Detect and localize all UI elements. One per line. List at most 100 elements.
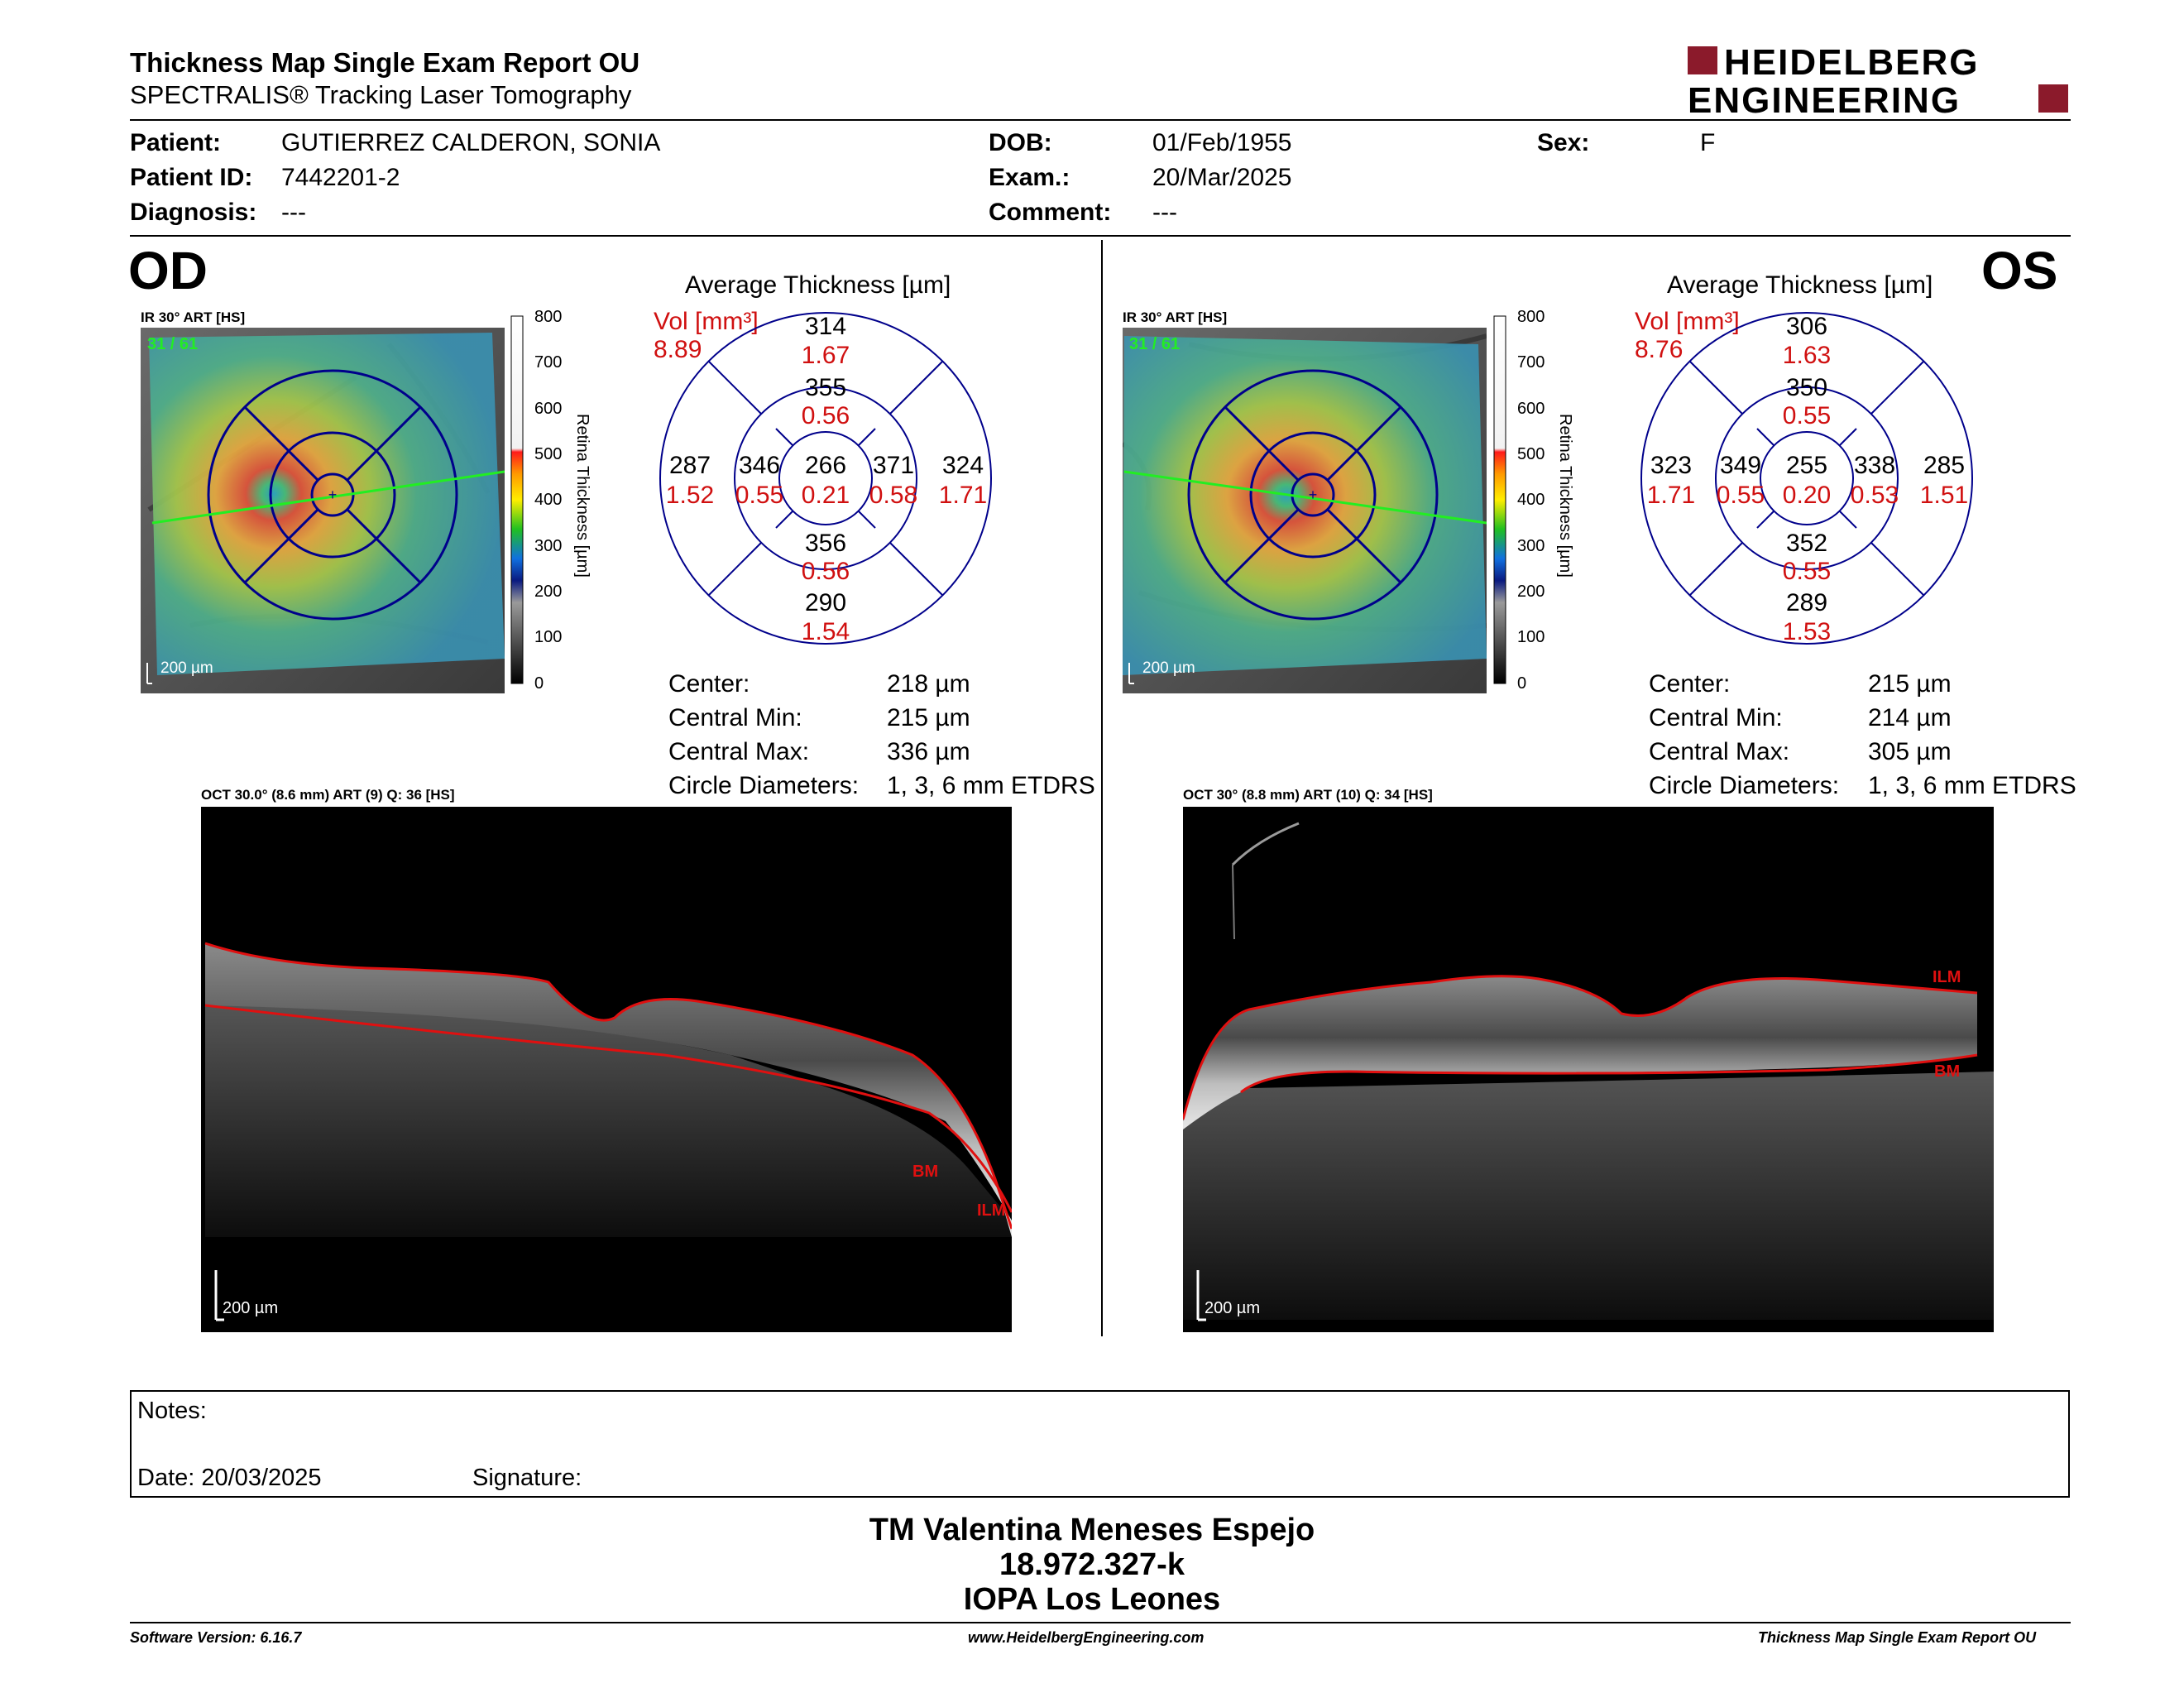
scale-tick: 400 — [1517, 491, 1545, 509]
od-bm-label: BM — [912, 1163, 938, 1181]
footer-divider — [130, 1622, 2071, 1623]
comment-value: --- — [1152, 199, 1177, 226]
signer-id: 18.972.327-k — [999, 1547, 1185, 1582]
eye-label-od: OD — [128, 241, 208, 300]
scale-tick: 400 — [534, 491, 562, 509]
os-outer-sup-volume: 1.63 — [1783, 342, 1831, 369]
os-inner-left-volume: 0.55 — [1717, 482, 1765, 509]
os-circle-diameters-label: Circle Diameters: — [1649, 772, 1840, 799]
sex-value: F — [1700, 129, 1716, 156]
od-central-min-label: Central Min: — [668, 704, 802, 731]
os-bm-label: BM — [1934, 1062, 1960, 1081]
dob-value: 01/Feb/1955 — [1152, 129, 1292, 156]
os-vol-label: Vol [mm³] — [1635, 308, 1740, 335]
os-central-max-label: Central Max: — [1649, 738, 1790, 765]
od-outer-inf-thickness: 290 — [805, 589, 846, 616]
logo-line1: HEIDELBERG — [1724, 43, 1979, 83]
os-inner-sup-volume: 0.55 — [1783, 402, 1831, 429]
os-color-scale: 800 700 600 500 400 300 200 100 0 Retina… — [1493, 308, 1574, 693]
os-ilm-label: ILM — [1933, 968, 1961, 986]
diagnosis-label: Diagnosis: — [130, 199, 257, 226]
os-outer-right-thickness: 285 — [1923, 452, 1965, 479]
od-ir-count: 31 / 61 — [147, 335, 198, 353]
od-center-value: 218 µm — [887, 670, 970, 698]
os-central-max-value: 305 µm — [1868, 738, 1952, 765]
scale-tick: 600 — [1517, 400, 1545, 418]
od-outer-left-thickness: 287 — [669, 452, 711, 479]
scale-tick: 100 — [534, 628, 562, 646]
os-circle-diameters-value: 1, 3, 6 mm ETDRS — [1868, 772, 2076, 799]
os-ir-count: 31 / 61 — [1129, 335, 1180, 353]
os-etdrs-grid: 306 1.63 350 0.55 255 0.20 349 0.55 338 … — [1640, 312, 1973, 645]
os-center-thickness: 255 — [1786, 452, 1827, 479]
os-inner-sup-thickness: 350 — [1786, 374, 1827, 401]
os-ir-scalebar: 200 µm — [1142, 659, 1195, 677]
patient-label: Patient: — [130, 129, 222, 156]
os-oct-caption: OCT 30° (8.8 mm) ART (10) Q: 34 [HS] — [1183, 787, 1433, 803]
od-inner-right-volume: 0.58 — [869, 482, 917, 509]
notes-signature-label: Signature: — [472, 1465, 582, 1491]
diagnosis-value: --- — [281, 199, 306, 226]
od-outer-inf-volume: 1.54 — [802, 618, 850, 645]
od-circle-diameters-label: Circle Diameters: — [668, 772, 860, 799]
scale-tick: 800 — [534, 308, 562, 326]
scale-tick: 100 — [1517, 628, 1545, 646]
signer-name: TM Valentina Meneses Espejo — [869, 1513, 1315, 1547]
od-central-max-label: Central Max: — [668, 738, 810, 765]
report-title: Thickness Map Single Exam Report OU — [130, 47, 640, 78]
scale-axis-label: Retina Thickness [µm] — [1556, 414, 1574, 578]
scale-tick: 700 — [534, 353, 562, 372]
comment-label: Comment: — [989, 199, 1112, 226]
os-center-volume: 0.20 — [1783, 482, 1831, 509]
patient-divider — [130, 235, 2071, 237]
os-avg-title: Average Thickness [µm] — [1667, 271, 1933, 299]
od-vol-label: Vol [mm³] — [654, 308, 759, 335]
od-inner-sup-volume: 0.56 — [802, 402, 850, 429]
patient-id-label: Patient ID: — [130, 164, 253, 191]
scale-tick: 0 — [534, 674, 544, 693]
sex-label: Sex: — [1537, 129, 1590, 156]
scale-tick: 800 — [1517, 308, 1545, 326]
od-inner-left-thickness: 346 — [739, 452, 780, 479]
os-central-min-value: 214 µm — [1868, 704, 1952, 731]
os-oct-bscan: ILM BM 200 µm — [1183, 807, 1994, 1332]
os-inner-right-thickness: 338 — [1854, 452, 1895, 479]
od-vol-value: 8.89 — [654, 336, 702, 363]
notes-label: Notes: — [137, 1398, 207, 1424]
exam-label: Exam.: — [989, 164, 1070, 191]
os-outer-left-volume: 1.71 — [1647, 482, 1695, 509]
patient-name: GUTIERREZ CALDERON, SONIA — [281, 129, 661, 156]
od-ir-scalebar: 200 µm — [160, 659, 213, 677]
od-thickness-map: + 31 / 61 200 µm — [141, 328, 505, 693]
signer-institution: IOPA Los Leones — [963, 1582, 1221, 1617]
od-inner-left-volume: 0.55 — [735, 482, 783, 509]
os-center-value: 215 µm — [1868, 670, 1952, 698]
notes-box: Notes: Date: 20/03/2025 Signature: — [130, 1390, 2070, 1498]
footer-report-name: Thickness Map Single Exam Report OU — [1758, 1629, 2037, 1646]
scale-tick: 500 — [1517, 445, 1545, 463]
os-ir-caption: IR 30° ART [HS] — [1123, 309, 1228, 325]
od-inner-right-thickness: 371 — [873, 452, 914, 479]
os-oct-scalebar: 200 µm — [1205, 1299, 1260, 1317]
od-color-scale: 800 700 600 500 400 300 200 100 0 Retina… — [510, 308, 592, 693]
header-divider — [130, 119, 2071, 121]
od-center-label: Center: — [668, 670, 750, 698]
footer-software-version: Software Version: 6.16.7 — [130, 1629, 302, 1646]
svg-text:+: + — [328, 487, 338, 503]
os-central-min-label: Central Min: — [1649, 704, 1783, 731]
od-central-min-value: 215 µm — [887, 704, 970, 731]
od-outer-sup-thickness: 314 — [805, 313, 846, 340]
footer-website: www.HeidelbergEngineering.com — [968, 1629, 1205, 1646]
od-outer-left-volume: 1.52 — [666, 482, 714, 509]
scale-tick: 700 — [1517, 353, 1545, 372]
od-oct-bscan: BM ILM 200 µm — [201, 807, 1012, 1332]
eye-label-os: OS — [1981, 241, 2058, 300]
heidelberg-logo: HEIDELBERG ENGINEERING — [1688, 43, 2068, 117]
eye-separator — [1101, 240, 1103, 1336]
od-inner-inf-volume: 0.56 — [802, 558, 850, 585]
od-outer-sup-volume: 1.67 — [802, 342, 850, 369]
svg-text:+: + — [1309, 487, 1318, 503]
os-thickness-map: + 31 / 61 200 µm — [1123, 328, 1487, 693]
os-outer-right-volume: 1.51 — [1920, 482, 1968, 509]
os-outer-left-thickness: 323 — [1650, 452, 1692, 479]
